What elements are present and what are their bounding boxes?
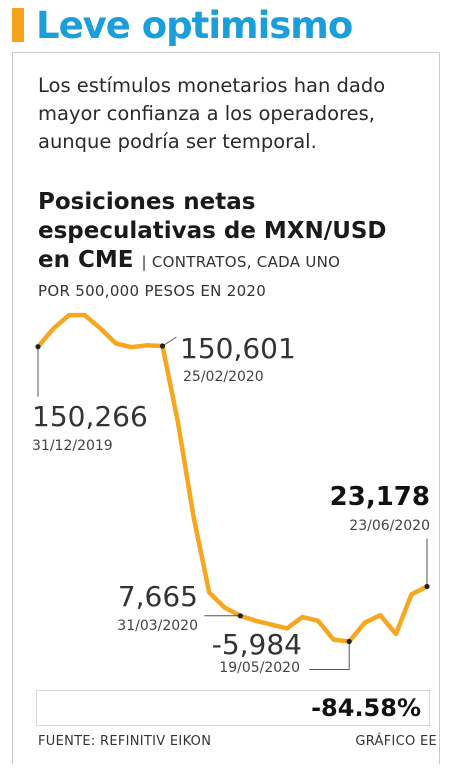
content-frame bbox=[12, 52, 440, 764]
intro-text: Los estímulos monetarios han dado mayor … bbox=[38, 72, 438, 156]
annotation-date: 31/03/2020 bbox=[117, 618, 198, 634]
annotation-value: 150,266 bbox=[32, 400, 148, 433]
chart-title-line: Posiciones netas bbox=[38, 189, 256, 215]
annotation-value: 150,601 bbox=[180, 332, 296, 365]
intro-line: aunque podría ser temporal. bbox=[38, 130, 317, 153]
credit-label: GRÁFICO EE bbox=[355, 734, 437, 749]
intro-line: Los estímulos monetarios han dado bbox=[38, 74, 386, 97]
summary-box: -84.58% bbox=[36, 690, 430, 726]
annotation-point bbox=[346, 638, 352, 645]
annotation-value: 23,178 bbox=[330, 482, 430, 512]
chart-title-line: especulativas de MXN/USD bbox=[38, 218, 387, 244]
source-label: FUENTE: REFINITIV EIKON bbox=[38, 734, 212, 749]
annotation-point bbox=[159, 343, 166, 349]
annotation-value: -5,984 bbox=[212, 628, 302, 661]
series-line bbox=[35, 312, 430, 644]
unit-label: | CONTRATOS, CADA UNO bbox=[141, 253, 341, 271]
annotation-date: 31/12/2019 bbox=[32, 438, 113, 454]
chart-title-line: en CME bbox=[38, 247, 134, 273]
annotation-point bbox=[35, 344, 41, 350]
annotation-leader bbox=[162, 336, 177, 347]
annotation-leader bbox=[309, 641, 350, 670]
unit-label-continued: POR 500,000 PESOS EN 2020 bbox=[38, 282, 267, 300]
annotation-date: 23/06/2020 bbox=[349, 518, 430, 534]
annotation-point bbox=[237, 613, 243, 619]
headline: Leve optimismo bbox=[36, 4, 353, 47]
headline-accent-bar bbox=[12, 8, 24, 42]
annotation-point bbox=[424, 583, 430, 590]
chart-title: Posiciones netas especulativas de MXN/US… bbox=[38, 188, 448, 275]
chart-title-line-3: en CME | CONTRATOS, CADA UNO bbox=[38, 246, 448, 275]
annotation-value: 7,665 bbox=[118, 580, 198, 613]
annotation-date: 19/05/2020 bbox=[219, 660, 300, 676]
annotation-date: 25/02/2020 bbox=[183, 369, 264, 385]
change-percent: -84.58% bbox=[305, 693, 421, 723]
intro-line: mayor confianza a los operadores, bbox=[38, 102, 375, 125]
